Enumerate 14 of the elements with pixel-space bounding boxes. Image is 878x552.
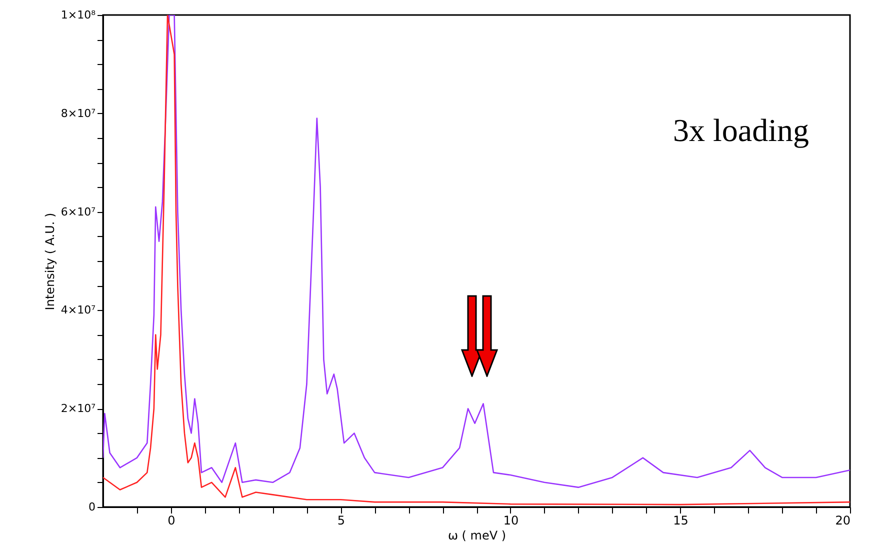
x-tick-label: 10 (503, 514, 519, 528)
y-tick-label: 6×10⁷ (60, 205, 96, 218)
y-tick-label: 4×10⁷ (60, 304, 96, 317)
y-tick-label: 8×10⁷ (60, 106, 96, 120)
y-tick-label: 2×10⁷ (60, 402, 96, 416)
x-tick-label: 5 (337, 514, 345, 528)
y-tick-label: 0 (88, 500, 96, 514)
y-tick-label: 1×10⁸ (60, 8, 96, 22)
annotation: 3x loading (673, 112, 809, 148)
x-tick-label: 20 (835, 514, 850, 528)
x-tick-label: 0 (168, 514, 176, 528)
y-axis-title: Intensity ( A.U. ) (42, 212, 57, 310)
x-axis-title: ω ( meV ) (448, 528, 506, 542)
x-tick-label: 15 (673, 514, 688, 528)
